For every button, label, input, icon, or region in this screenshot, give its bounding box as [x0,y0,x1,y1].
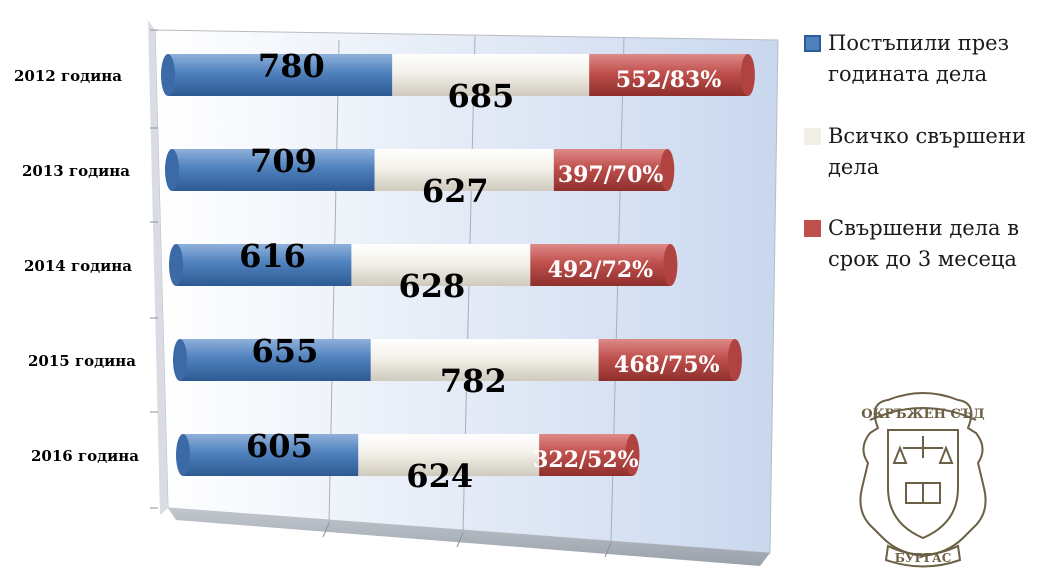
value-label-completed-3-months: 552/83% [616,67,722,93]
value-label-completed: 627 [422,172,489,210]
bar-segment-1 [183,434,359,476]
category-label: 2014 година [24,257,132,275]
legend-label: дела [828,155,880,179]
legend-swatch-received [804,35,821,52]
labels-group: 2012 година 780 685 552/83% 2013 година 709 62… [14,47,721,495]
bar-start-cap [161,54,175,96]
value-label-received: 780 [258,47,325,85]
bar-segment-1 [172,149,375,191]
legend-swatch-completed [804,128,821,145]
bar-start-cap [165,149,179,191]
bar-start-cap [176,434,190,476]
bar-segment-2 [370,339,599,381]
legend-label: Свършени дела в [828,216,1020,240]
bar-end-cap [727,339,742,381]
legend-item-received: Постъпили през годината дела [802,28,1052,90]
value-label-completed: 624 [406,457,473,495]
bar-segment-3 [589,54,748,96]
bar-end-cap [663,244,678,286]
chart-floor [168,508,770,566]
bar-segment-2 [392,54,590,96]
bar-start-cap [169,244,183,286]
court-seal-logo: ОКРЪЖЕН СЪД БУРГАС [859,392,987,568]
value-label-completed-3-months: 468/75% [614,352,720,378]
value-label-completed-3-months: 322/52% [533,447,639,473]
bar-segment-3 [539,434,633,476]
seal-bottom-text: БУРГАС [895,551,952,565]
category-label: 2013 година [22,162,130,180]
legend-item-completed-3-months: Свършени дела в срок до 3 месеца [802,213,1052,275]
bar-end-cap [740,54,755,96]
legend-item-completed: Всичко свършени дела [802,121,1052,183]
value-label-received: 709 [250,142,317,180]
value-label-received: 655 [252,332,319,370]
category-label: 2016 година [31,447,139,465]
floor-gridline [322,522,330,538]
value-label-completed: 685 [447,77,514,115]
bar-end-cap [660,149,675,191]
bars-group [161,54,755,476]
category-label: 2015 година [28,352,136,370]
value-label-received: 616 [239,237,306,275]
seal-top-text: ОКРЪЖЕН СЪД [861,407,984,422]
floor-gridline [456,532,464,548]
legend-swatch-completed-3-months [804,220,821,237]
category-label: 2012 година [14,67,122,85]
bar-segment-1 [168,54,393,96]
bar-segment-3 [598,339,735,381]
legend-label: годината дела [828,62,988,86]
bar-segment-3 [553,149,668,191]
legend-label: срок до 3 месеца [828,247,1017,271]
bar-segment-3 [530,244,671,286]
floor-gridline [604,542,612,558]
bar-segment-2 [358,434,540,476]
legend: Постъпили през годината дела Всичко свър… [802,28,1052,275]
value-label-completed-3-months: 492/72% [548,257,654,283]
value-label-completed: 628 [399,267,466,305]
value-label-completed-3-months: 397/70% [558,162,664,188]
bar-segment-1 [176,244,352,286]
bar-end-cap [625,434,640,476]
chart-side-wall [148,20,168,515]
bar-segment-2 [351,244,531,286]
value-label-completed: 782 [440,362,507,400]
legend-label: Всичко свършени [828,124,1026,148]
bar-segment-2 [374,149,554,191]
bar-segment-1 [180,339,371,381]
value-label-received: 605 [246,427,313,465]
legend-label: Постъпили през [828,31,1010,55]
bar-start-cap [173,339,187,381]
